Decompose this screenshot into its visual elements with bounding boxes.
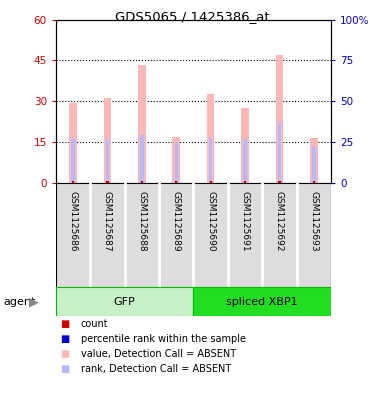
Bar [278,123,281,183]
Bar [172,136,180,183]
Text: GSM1125692: GSM1125692 [275,191,284,252]
Bar [106,139,109,183]
Bar [241,108,249,183]
Bar [106,181,109,183]
Text: rank, Detection Call = ABSENT: rank, Detection Call = ABSENT [81,364,231,374]
Bar [69,103,77,183]
Bar [141,181,143,183]
Text: GSM1125691: GSM1125691 [241,191,249,252]
Text: ■: ■ [60,364,69,374]
Text: agent: agent [4,297,36,307]
Bar [310,138,318,183]
Bar [174,142,178,183]
Bar [312,146,316,183]
Bar [209,138,213,183]
Bar [276,55,283,183]
Bar [138,64,146,183]
Text: spliced XBP1: spliced XBP1 [226,297,298,307]
Text: ■: ■ [60,319,69,329]
Text: value, Detection Call = ABSENT: value, Detection Call = ABSENT [81,349,236,359]
Text: percentile rank within the sample: percentile rank within the sample [81,334,246,344]
Text: GSM1125693: GSM1125693 [310,191,318,252]
Bar [313,181,315,183]
Bar [207,94,214,183]
Bar [243,139,247,183]
Bar [140,135,144,183]
Bar [72,181,74,183]
Text: GSM1125688: GSM1125688 [137,191,146,252]
Text: ■: ■ [60,349,69,359]
Bar [71,139,75,183]
Bar [56,287,194,316]
Text: GSM1125689: GSM1125689 [172,191,181,252]
Text: GSM1125687: GSM1125687 [103,191,112,252]
Text: ■: ■ [60,334,69,344]
Text: GSM1125686: GSM1125686 [69,191,77,252]
Text: GSM1125690: GSM1125690 [206,191,215,252]
Text: GFP: GFP [114,297,136,307]
Text: ▶: ▶ [29,295,38,308]
Bar [194,287,331,316]
Bar [278,181,281,183]
Bar [209,181,212,183]
Bar [175,181,177,183]
Text: count: count [81,319,109,329]
Bar [244,181,246,183]
Bar [104,99,111,183]
Text: GDS5065 / 1425386_at: GDS5065 / 1425386_at [115,10,270,23]
